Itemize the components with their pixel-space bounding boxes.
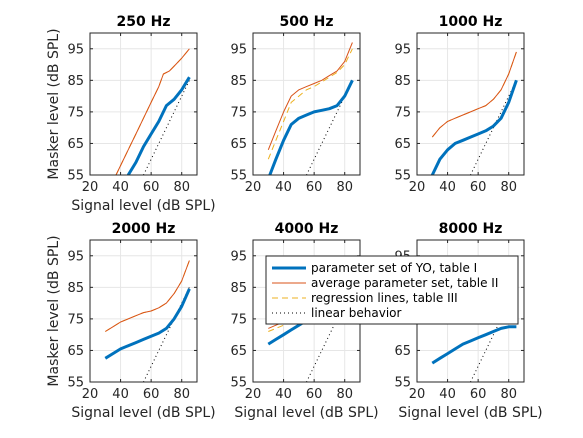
legend-box: [265, 255, 519, 325]
x-tick-label: 60: [143, 180, 160, 195]
x-tick-label: 20: [245, 180, 262, 195]
series-line-0: [430, 79, 518, 175]
y-tick-label: 75: [67, 105, 84, 120]
x-axis-label: Signal level (dB SPL): [398, 405, 542, 421]
series-line-1: [105, 260, 190, 332]
x-tick-label: 40: [112, 387, 129, 402]
y-tick-label: 55: [394, 376, 411, 391]
panel-title: 8000 Hz: [439, 221, 503, 237]
x-tick-label: 20: [82, 180, 99, 195]
x-tick-label: 60: [306, 387, 323, 402]
x-tick-label: 80: [173, 180, 190, 195]
y-tick-label: 85: [67, 281, 84, 296]
axes-box: [89, 32, 198, 176]
series-line-3: [143, 80, 190, 175]
x-tick-label: 20: [245, 387, 262, 402]
series-line-0: [126, 76, 191, 175]
x-tick-label: 60: [143, 387, 160, 402]
x-tick-label: 40: [275, 180, 292, 195]
plot-area: [253, 33, 360, 175]
series-line-3: [143, 287, 190, 382]
series-group: [267, 42, 354, 175]
y-tick-label: 85: [230, 74, 247, 89]
series-line-0: [104, 288, 191, 360]
x-tick-label: 60: [470, 387, 487, 402]
y-tick-label: 65: [67, 137, 84, 152]
series-line-0: [268, 79, 354, 175]
y-tick-label: 65: [394, 137, 411, 152]
y-tick-label: 55: [67, 169, 84, 184]
axes-box: [416, 32, 525, 176]
y-tick-label: 65: [394, 344, 411, 359]
series-group: [115, 48, 191, 175]
series-line-1: [115, 48, 190, 175]
panel-title: 2000 Hz: [112, 221, 176, 237]
y-tick-label: 75: [67, 312, 84, 327]
x-tick-label: 20: [409, 387, 426, 402]
legend-entry: parameter set of YO, table I: [311, 261, 477, 275]
x-tick-label: 40: [439, 387, 456, 402]
panel-1000-hz: 20 40 60 80 55 65 75 85 95 1000 Hz: [394, 14, 525, 195]
legend-entry: linear behavior: [311, 306, 401, 320]
panel-title: 4000 Hz: [275, 221, 339, 237]
y-tick-label: 65: [67, 344, 84, 359]
x-tick-label: 20: [82, 387, 99, 402]
panel-title: 250 Hz: [117, 14, 171, 30]
y-tick-label: 55: [394, 169, 411, 184]
y-tick-label: 55: [230, 169, 247, 184]
legend-entry: regression lines, table III: [311, 291, 458, 305]
panel-title: 500 Hz: [280, 14, 334, 30]
panel-2000-hz: 20 40 60 80 55 65 75 85 95 2000 Hz Signal level (d…: [46, 221, 216, 421]
x-tick-label: 60: [306, 180, 323, 195]
axes-box: [252, 32, 361, 176]
panel-500-hz: 20 40 60 80 55 65 75 85 95 500 Hz: [230, 14, 361, 195]
plot-area: [417, 33, 524, 175]
y-tick-label: 55: [67, 376, 84, 391]
y-tick-label: 85: [394, 74, 411, 89]
y-tick-label: 95: [67, 42, 84, 57]
y-tick-label: 55: [230, 376, 247, 391]
x-tick-label: 80: [336, 387, 353, 402]
y-tick-label: 95: [394, 42, 411, 57]
series-group: [430, 51, 518, 175]
x-tick-label: 80: [173, 387, 190, 402]
plot-area: [90, 33, 197, 175]
y-axis-label: Masker level (dB SPL): [46, 28, 62, 179]
y-tick-label: 95: [67, 249, 84, 264]
x-tick-label: 80: [336, 180, 353, 195]
series-group: [104, 260, 191, 382]
x-tick-label: 80: [500, 180, 517, 195]
x-tick-label: 20: [409, 180, 426, 195]
y-tick-label: 75: [230, 312, 247, 327]
series-line-0: [431, 325, 517, 365]
panel-title: 1000 Hz: [439, 14, 503, 30]
y-tick-label: 75: [394, 105, 411, 120]
series-line-1: [267, 42, 353, 150]
y-tick-label: 95: [230, 249, 247, 264]
series-line-3: [306, 80, 353, 175]
x-axis-label: Signal level (dB SPL): [71, 405, 215, 421]
x-axis-label: Signal level (dB SPL): [71, 198, 215, 214]
y-tick-label: 85: [67, 74, 84, 89]
series-line-1: [431, 51, 517, 138]
series-line-2: [267, 48, 353, 160]
y-tick-label: 95: [230, 42, 247, 57]
x-tick-label: 80: [500, 387, 517, 402]
x-tick-label: 60: [470, 180, 487, 195]
axes-box: [89, 239, 198, 383]
y-axis-label: Masker level (dB SPL): [46, 235, 62, 386]
y-tick-label: 65: [230, 137, 247, 152]
x-tick-label: 40: [112, 180, 129, 195]
y-tick-label: 65: [230, 344, 247, 359]
panel-250-hz: 20 40 60 80 55 65 75 85 95 250 Hz Signal level (dB…: [46, 14, 216, 214]
y-tick-label: 75: [230, 105, 247, 120]
x-axis-label: Signal level (dB SPL): [234, 405, 378, 421]
y-tick-label: 85: [230, 281, 247, 296]
plot-area: [90, 240, 197, 382]
x-tick-label: 40: [439, 180, 456, 195]
legend-entry: average parameter set, table II: [311, 276, 498, 290]
x-tick-label: 40: [275, 387, 292, 402]
